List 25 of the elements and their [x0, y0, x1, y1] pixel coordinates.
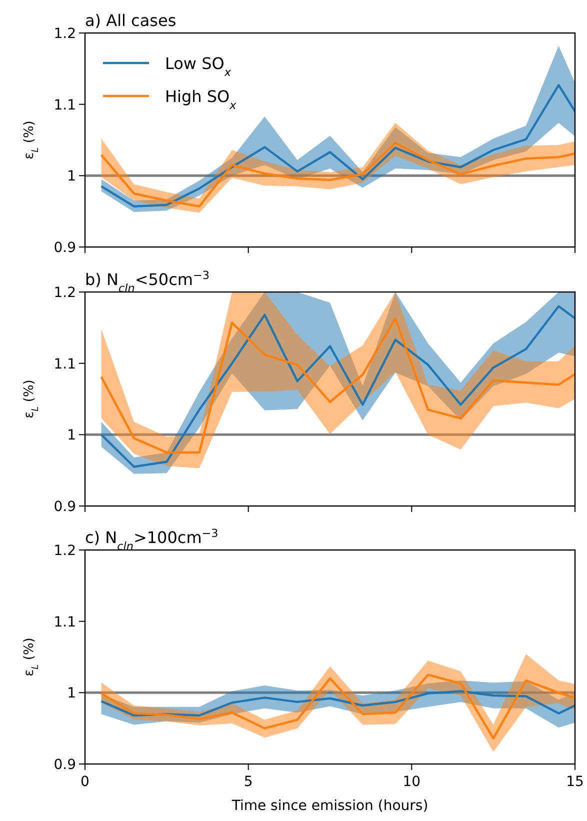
y-tick-label: 0.9: [54, 240, 76, 256]
chart-title: a) All cases: [85, 11, 176, 30]
line-series: [100, 674, 575, 740]
legend-label: Low SO$_{x}$: [165, 54, 232, 78]
y-tick-label: 1.1: [54, 356, 76, 372]
x-tick-label: 10: [402, 774, 421, 790]
y-tick-label: 1: [67, 686, 76, 702]
y-tick-label: 1.1: [54, 614, 76, 630]
y-tick-label: 1.2: [54, 543, 76, 559]
y-tick-label: 1.1: [54, 97, 76, 114]
y-tick-label: 0.9: [54, 499, 76, 515]
x-tick-label: 0: [80, 774, 90, 790]
y-tick-label: 1.2: [54, 285, 76, 301]
x-tick-label: 15: [566, 774, 584, 790]
line-series: [100, 317, 575, 454]
x-axis-title: Time since emission (hours): [230, 798, 428, 814]
y-tick-label: 1: [67, 428, 76, 444]
line-series: [100, 84, 575, 208]
line-series: [100, 142, 575, 208]
x-tick-label: 5: [244, 774, 253, 790]
y-tick-label: 0.9: [54, 757, 76, 773]
y-tick-label: 1.2: [54, 26, 76, 42]
legend-label: High SO$_{x}$: [165, 87, 237, 112]
y-tick-label: 1: [67, 168, 76, 185]
line-series: [100, 690, 575, 717]
